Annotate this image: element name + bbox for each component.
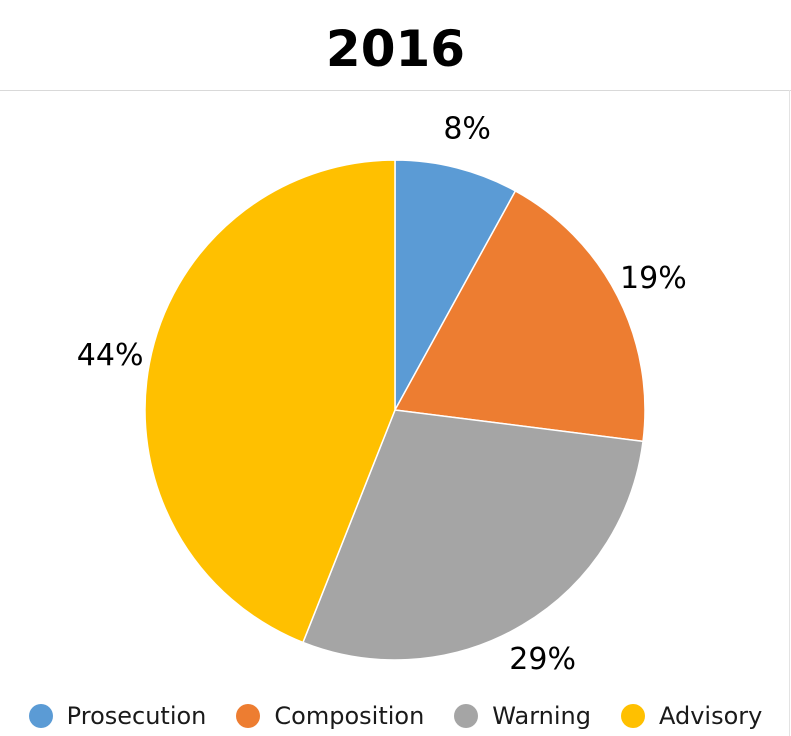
legend-label-advisory: Advisory <box>658 702 763 730</box>
pie-slice-advisory[interactable] <box>144 159 396 644</box>
pie-slice-prosecution[interactable] <box>394 159 517 411</box>
legend-label-prosecution: Prosecution <box>66 702 207 730</box>
data-label-prosecution: 8% <box>443 112 491 147</box>
chart-title: 2016 <box>325 20 466 78</box>
legend-item-advisory[interactable]: Advisory <box>620 702 763 730</box>
pie-data-labels: 8% 19% 29% 44% <box>77 112 687 678</box>
legend-swatch-composition <box>236 704 261 728</box>
legend-item-composition[interactable]: Composition <box>236 702 424 730</box>
title-divider <box>0 90 791 91</box>
pie-chart: 8% 19% 29% 44% <box>77 112 687 678</box>
legend-swatch-advisory <box>620 704 645 728</box>
pie-slices <box>144 159 646 661</box>
pie-slice-composition[interactable] <box>393 189 646 443</box>
legend-label-warning: Warning <box>492 702 591 730</box>
legend-swatch-warning <box>454 704 479 728</box>
plot-area-border <box>789 90 790 736</box>
legend-item-warning[interactable]: Warning <box>454 702 591 730</box>
legend-item-prosecution[interactable]: Prosecution <box>28 702 207 730</box>
pie-slice-warning[interactable] <box>301 409 644 661</box>
legend: Prosecution Composition Warning Advisory <box>0 696 791 736</box>
data-label-advisory: 44% <box>77 338 144 373</box>
data-label-warning: 29% <box>509 642 576 677</box>
legend-label-composition: Composition <box>274 702 425 730</box>
data-label-composition: 19% <box>620 261 687 296</box>
legend-swatch-prosecution <box>28 704 53 728</box>
